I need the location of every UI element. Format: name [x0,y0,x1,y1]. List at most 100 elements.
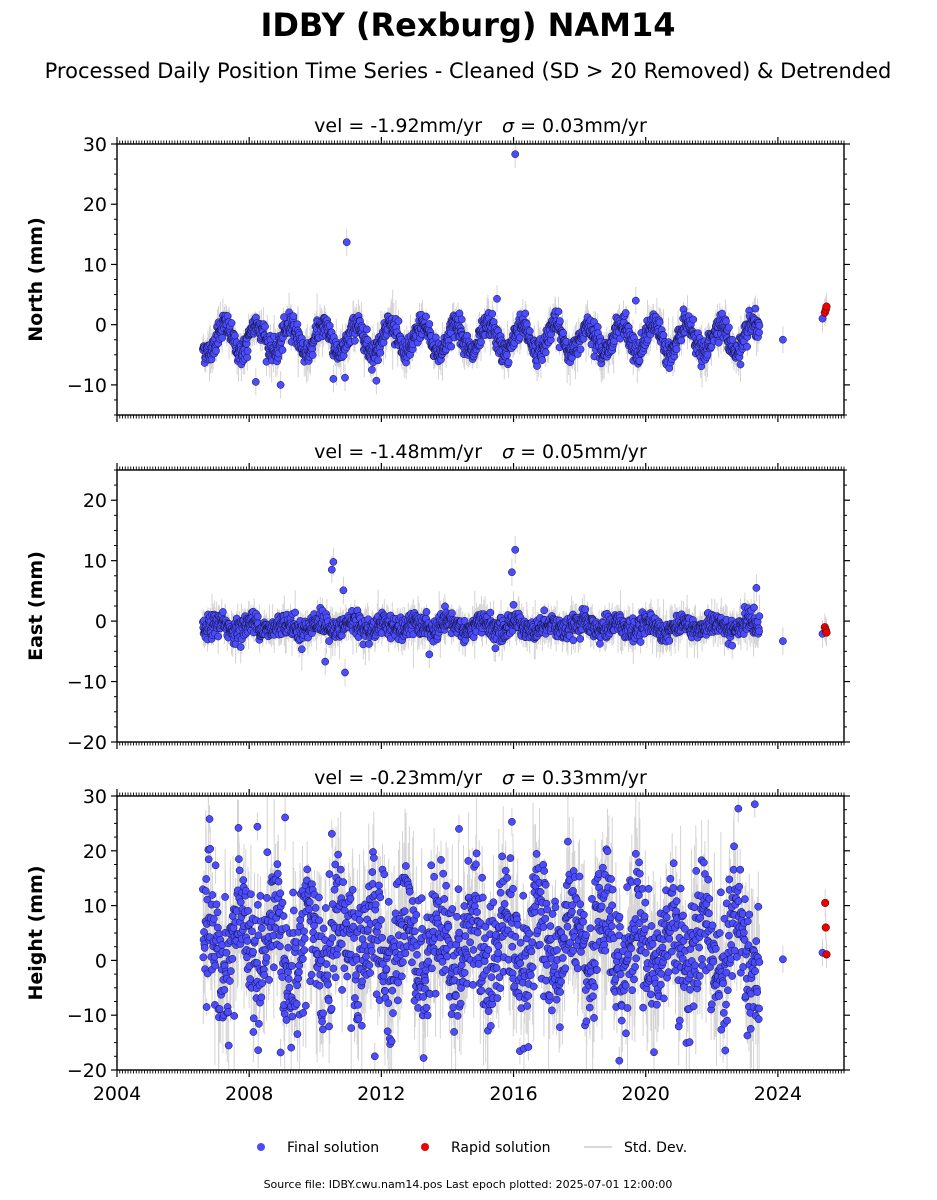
final-solution-point [221,893,229,901]
final-solution-point [368,868,377,876]
final-solution-point [293,981,301,990]
final-solution-point [636,638,645,646]
final-solution-point [325,321,334,330]
final-solution-point [315,981,324,990]
final-solution-point [318,1017,326,1026]
final-solution-point [324,996,333,1005]
final-solution-point [324,980,332,989]
final-solution-point [427,861,436,870]
final-solution-point [305,905,313,914]
final-solution-point [276,942,284,951]
final-solution-point [491,644,500,653]
final-solution-point [368,365,376,374]
final-solution-point [208,891,217,899]
final-solution-point [212,900,221,909]
final-solution-point [357,1021,366,1030]
final-solution-point [269,963,278,972]
final-solution-point [755,612,764,621]
final-solution-point [398,958,407,966]
final-solution-point [339,586,348,595]
final-solution-point [689,315,698,324]
final-solution-point [394,978,402,987]
final-solution-point [439,869,448,878]
final-solution-point [430,872,438,881]
final-solution-point [289,906,298,915]
y-axis-label: East (mm) [25,551,47,661]
final-solution-point [365,961,374,970]
final-solution-point [299,1008,308,1017]
final-solution-point [228,954,237,963]
final-solution-point [319,924,328,933]
final-solution-point [380,870,389,879]
plot-area [199,796,831,1070]
final-solution-point [279,912,288,920]
final-solution-point [365,640,373,648]
final-solution-point [224,1041,233,1050]
final-solution-point [211,961,220,970]
final-solution-point [219,608,227,616]
final-solution-point [278,973,287,981]
final-solution-point [253,612,262,621]
final-solution-point [209,915,218,923]
final-solution-point [509,600,518,609]
final-solution-point [377,916,385,924]
final-solution-point [294,974,303,983]
final-solution-point [253,900,262,909]
final-solution-point [289,888,297,897]
final-solution-point [779,335,787,344]
final-solution-point [329,558,338,566]
final-solution-point [389,1009,397,1017]
final-solution-point [289,312,298,321]
final-solution-point [254,931,263,940]
final-solution-point [276,381,285,389]
y-tick-label: 20 [83,194,107,216]
final-solution-point [728,641,737,650]
final-solution-point [261,322,269,331]
final-solution-point [278,898,287,907]
final-solution-point [477,338,485,346]
final-solution-point [442,881,450,890]
final-solution-point [422,1003,431,1012]
sigma-symbol: σ [502,441,515,463]
y-tick-label: −20 [67,732,107,754]
final-solution-point [384,999,393,1008]
final-solution-point [422,312,430,321]
final-solution-point [300,946,309,954]
final-solution-point [456,999,465,1008]
final-solution-point [214,632,223,641]
final-solution-point [218,333,227,342]
final-solution-point [348,885,357,894]
final-solution-point [227,319,236,327]
final-solution-point [220,986,229,994]
final-solution-point [493,294,501,303]
y-axis-label: North (mm) [25,217,47,342]
final-solution-point [363,335,372,344]
final-solution-point [672,345,681,354]
panel-title: vel = -1.92mm/yr σ = 0.03mm/yr [314,115,647,137]
final-solution-point [755,321,764,330]
final-solution-point [351,994,359,1002]
final-solution-point [423,1011,432,1020]
velocity-text: vel = -1.92mm/yr [314,115,482,137]
final-solution-point [273,869,282,878]
final-solution-point [329,964,338,973]
final-solution-point [227,967,235,975]
final-solution-point [244,906,252,915]
final-solution-point [376,893,385,902]
final-solution-point [236,643,245,651]
y-tick-label: 0 [95,315,107,337]
final-solution-point [273,860,282,869]
final-solution-point [254,1046,263,1055]
final-solution-point [400,907,409,916]
final-solution-point [211,861,220,870]
final-solution-point [728,335,737,344]
final-solution-point [384,897,393,906]
final-solution-point [424,957,433,966]
final-solution-point [236,898,245,906]
final-solution-point [336,865,345,874]
final-solution-point [243,937,252,945]
final-solution-point [631,296,640,305]
final-solution-point [276,889,285,898]
